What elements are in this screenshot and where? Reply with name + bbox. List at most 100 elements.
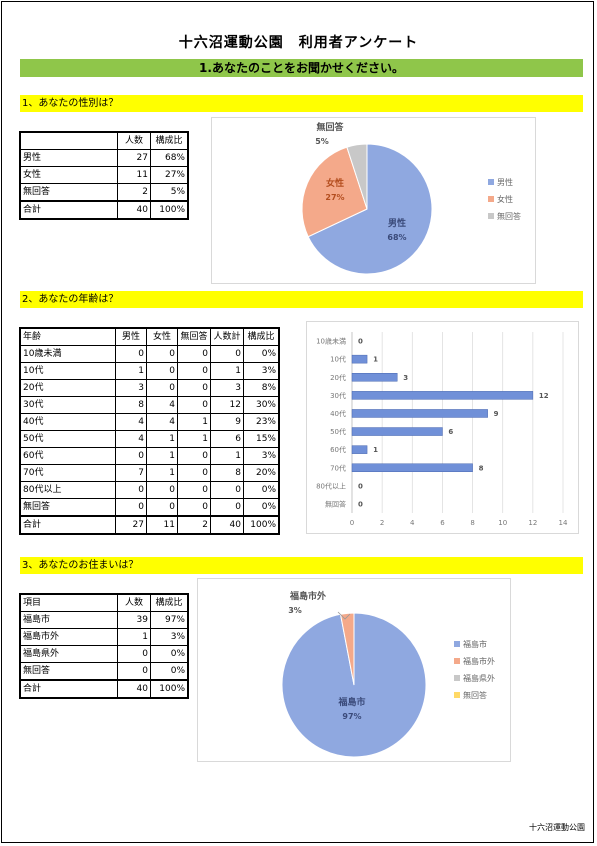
q2-table-body: 10歳未満 0 0 0 0 0% 10代 1 0 0 1 3% 20代 3 0 0 3 8% 30代 8 4 0 12 30%… [19,345,280,535]
table-row: 福島市 39 97% [19,611,189,629]
bar-value-label: 9 [494,410,499,418]
row-value: 0% [243,345,280,363]
row-value: 0 [177,498,211,517]
row-value: 7 [115,464,147,482]
header-cell: 項目 [19,593,118,612]
legend-label: 男性 [497,177,513,187]
header-cell: 人数計 [210,327,244,346]
q2-heading: 2、あなたの年齢は？ [20,291,583,308]
row-value: 1 [146,464,178,482]
table-row: 10代 1 0 0 1 3% [19,362,280,380]
row-label: 男性 [19,149,118,167]
row-value: 6 [210,430,244,448]
row-value: 0 [210,481,244,499]
row-label: 70代 [19,464,116,482]
row-value: 3% [243,362,280,380]
row-value: 4 [115,430,147,448]
bar-value-label: 8 [479,464,484,472]
row-value: 30% [243,396,280,414]
header-cell: 人数 [117,593,151,612]
slice-value-label: 68% [387,233,406,242]
row-value: 1 [177,430,211,448]
table-total-row: 合計 40 100% [19,200,189,220]
residence-pie-chart: 福島市 97% 福島市外 3% 福島市 福島市外 福島県外 無回答 [197,578,511,762]
row-value: 0 [146,345,178,363]
legend-label: 福島市 [463,639,487,649]
bar-value-label: 3 [403,374,408,382]
y-tick-label: 40代 [330,409,346,418]
row-value: 0 [177,345,211,363]
q3-heading: 3、あなたのお住まいは？ [20,557,583,574]
legend-label: 福島県外 [463,673,495,683]
slice-label: 男性 [388,217,406,229]
header-cell [19,131,118,150]
q1-heading: 1、あなたの性別は？ [20,95,583,112]
row-value: 40 [210,515,244,535]
slice-value-label: 97% [342,712,361,721]
legend-swatch [488,196,494,202]
table-row: 無回答 0 0 0 0 0% [19,498,280,517]
row-value: 0% [243,481,280,499]
x-tick-label: 0 [350,519,354,527]
page-title: 十六沼運動公園 利用者アンケート [178,35,419,51]
table-header-row: 年齢 男性 女性 無回答 人数計 構成比 [19,327,280,346]
y-tick-label: 50代 [330,427,346,436]
bar [351,391,534,400]
legend-label: 無回答 [463,690,487,700]
row-label: 合計 [19,200,118,220]
row-value: 8% [243,379,280,397]
table-total-row: 合計 27 11 2 40 100% [19,515,280,535]
row-value: 4 [146,413,178,431]
y-tick-label: 60代 [330,445,346,454]
table-row: 無回答 0 0% [19,662,189,681]
row-value: 3% [243,447,280,465]
bar [351,354,368,364]
row-ratio: 0% [150,662,189,681]
row-value: 11 [146,515,178,535]
row-ratio: 100% [150,679,189,699]
pie-slice [346,143,368,210]
row-label: 無回答 [19,183,118,202]
table-total-row: 合計 40 100% [19,679,189,699]
row-label: 30代 [19,396,116,414]
row-label: 10歳未満 [19,345,116,363]
row-value: 0 [115,481,147,499]
row-value: 1 [210,447,244,465]
row-value: 3 [210,379,244,397]
table-row: 30代 8 4 0 12 30% [19,396,280,414]
x-tick-label: 6 [440,519,445,527]
q2-table: 年齢 男性 女性 無回答 人数計 構成比 10歳未満 0 0 0 0 0% 10代 1 0 0 1 3… [19,327,280,535]
y-tick-label: 10代 [330,355,346,364]
table-row: 10歳未満 0 0 0 0 0% [19,345,280,363]
legend-swatch [488,213,494,219]
row-label: 20代 [19,379,116,397]
table-row: 80代以上 0 0 0 0 0% [19,481,280,499]
footer-text: 十六沼運動公園 [529,823,585,832]
gender-pie-chart: 男性 68% 女性 27% 無回答 5% 男性 女性 無回答 [211,117,536,284]
row-count: 27 [117,149,151,167]
table-row: 福島県外 0 0% [19,645,189,663]
row-ratio: 97% [150,611,189,629]
bar-value-label: 1 [373,356,378,364]
slice-value-label: 5% [315,137,329,146]
section-banner: 1.あなたのことをお聞かせください。 [20,59,583,77]
table-row: 無回答 2 5% [19,183,189,202]
slice-label: 福島市 [337,696,365,708]
row-label: 福島県外 [19,645,118,663]
legend-swatch [454,641,460,647]
row-value: 0 [146,498,178,517]
pie-slice [307,143,433,275]
table-row: 70代 7 1 0 8 20% [19,464,280,482]
row-value: 1 [146,447,178,465]
legend-swatch [454,658,460,664]
header-cell: 構成比 [150,131,189,150]
row-value: 20% [243,464,280,482]
row-label: 40代 [19,413,116,431]
row-value: 0 [115,345,147,363]
row-value: 0 [115,447,147,465]
row-value: 8 [210,464,244,482]
row-value: 2 [177,515,211,535]
row-value: 1 [177,413,211,431]
